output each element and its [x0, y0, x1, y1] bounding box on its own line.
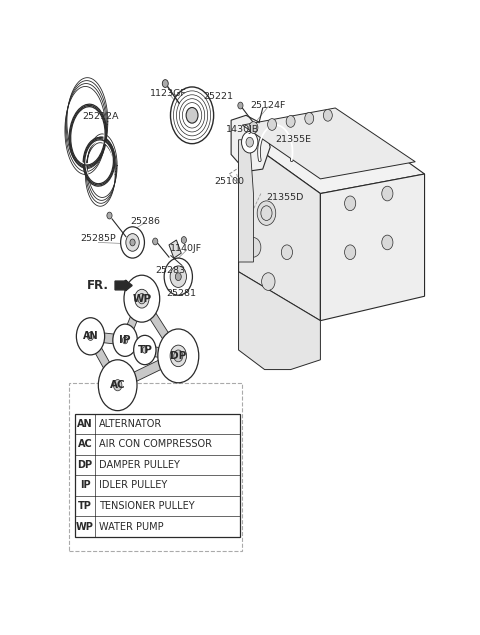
- Text: 21355E: 21355E: [276, 135, 312, 144]
- Text: WP: WP: [132, 293, 151, 304]
- Polygon shape: [139, 295, 181, 359]
- Polygon shape: [169, 240, 181, 258]
- Circle shape: [345, 245, 356, 260]
- Circle shape: [162, 79, 168, 88]
- Circle shape: [135, 290, 149, 308]
- Text: FR.: FR.: [87, 279, 109, 292]
- Circle shape: [170, 345, 186, 366]
- Text: TP: TP: [137, 345, 152, 355]
- Text: AN: AN: [77, 419, 93, 429]
- Polygon shape: [122, 297, 145, 342]
- Text: IDLER PULLEY: IDLER PULLEY: [99, 481, 168, 490]
- Circle shape: [170, 266, 186, 288]
- Circle shape: [175, 273, 181, 281]
- Circle shape: [122, 337, 128, 344]
- FancyBboxPatch shape: [69, 383, 242, 551]
- Polygon shape: [242, 108, 415, 179]
- Circle shape: [181, 237, 186, 243]
- Circle shape: [246, 237, 261, 257]
- Text: DP: DP: [170, 351, 186, 361]
- Text: WP: WP: [76, 521, 94, 531]
- Circle shape: [382, 186, 393, 201]
- Text: 25221: 25221: [203, 92, 233, 101]
- Circle shape: [126, 234, 139, 251]
- Circle shape: [382, 235, 393, 250]
- Circle shape: [120, 227, 144, 258]
- Text: AN: AN: [83, 331, 98, 342]
- Polygon shape: [116, 351, 180, 390]
- Circle shape: [98, 360, 137, 411]
- Circle shape: [76, 318, 105, 355]
- Polygon shape: [321, 174, 424, 321]
- Polygon shape: [239, 272, 321, 370]
- Text: 25285P: 25285P: [81, 234, 116, 243]
- Polygon shape: [239, 135, 321, 321]
- Circle shape: [107, 212, 112, 219]
- Text: 25124F: 25124F: [251, 101, 286, 110]
- Text: TENSIONER PULLEY: TENSIONER PULLEY: [99, 501, 195, 511]
- Circle shape: [87, 332, 94, 340]
- Circle shape: [138, 293, 146, 304]
- Polygon shape: [87, 333, 120, 388]
- FancyArrow shape: [115, 280, 132, 291]
- Text: TP: TP: [78, 501, 92, 511]
- Text: IP: IP: [120, 335, 131, 345]
- Circle shape: [262, 273, 275, 290]
- Polygon shape: [239, 140, 253, 262]
- Circle shape: [133, 335, 156, 364]
- Text: 25100: 25100: [214, 177, 244, 186]
- Text: AIR CON COMPRESSOR: AIR CON COMPRESSOR: [99, 439, 212, 450]
- Circle shape: [170, 87, 214, 144]
- Polygon shape: [124, 336, 146, 354]
- Circle shape: [130, 239, 135, 246]
- Circle shape: [286, 116, 295, 127]
- Circle shape: [164, 258, 192, 295]
- Circle shape: [174, 350, 183, 362]
- Circle shape: [345, 196, 356, 211]
- Text: 1123GF: 1123GF: [149, 89, 186, 98]
- Polygon shape: [90, 331, 125, 345]
- FancyBboxPatch shape: [75, 413, 240, 537]
- Text: 21355D: 21355D: [266, 193, 304, 202]
- Circle shape: [158, 329, 199, 383]
- Circle shape: [267, 119, 276, 130]
- Text: 1140JF: 1140JF: [170, 244, 203, 253]
- Text: 25283: 25283: [156, 266, 186, 276]
- Text: 1430JB: 1430JB: [226, 124, 259, 133]
- Circle shape: [113, 324, 137, 356]
- Polygon shape: [144, 345, 179, 361]
- Circle shape: [238, 102, 243, 109]
- Text: 25286: 25286: [130, 217, 160, 227]
- Text: IP: IP: [80, 481, 90, 490]
- Circle shape: [143, 347, 147, 353]
- Circle shape: [246, 137, 253, 147]
- Circle shape: [257, 201, 276, 225]
- Text: 25281: 25281: [167, 289, 197, 298]
- Circle shape: [249, 122, 258, 133]
- Text: 25212A: 25212A: [82, 112, 119, 121]
- Circle shape: [113, 380, 122, 391]
- Circle shape: [305, 112, 314, 124]
- Text: DP: DP: [78, 460, 93, 470]
- Circle shape: [261, 206, 272, 220]
- Polygon shape: [231, 116, 270, 171]
- Circle shape: [281, 245, 292, 260]
- Text: WATER PUMP: WATER PUMP: [99, 521, 164, 531]
- Circle shape: [124, 275, 160, 322]
- Polygon shape: [239, 116, 424, 194]
- Text: DAMPER PULLEY: DAMPER PULLEY: [99, 460, 180, 470]
- Circle shape: [324, 109, 332, 121]
- Text: AC: AC: [110, 380, 125, 391]
- Circle shape: [153, 238, 158, 245]
- Circle shape: [186, 107, 198, 123]
- Text: ALTERNATOR: ALTERNATOR: [99, 419, 162, 429]
- Circle shape: [241, 131, 258, 153]
- Text: AC: AC: [78, 439, 93, 450]
